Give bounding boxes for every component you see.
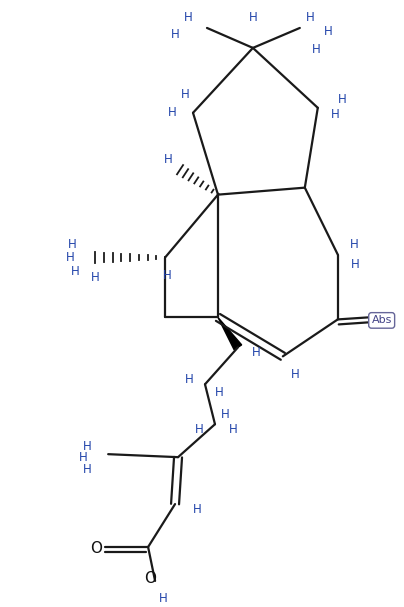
Text: H: H — [323, 25, 332, 38]
Text: H: H — [221, 408, 229, 421]
Text: H: H — [168, 106, 177, 120]
Text: H: H — [351, 258, 360, 271]
Text: H: H — [184, 12, 192, 24]
Text: H: H — [193, 503, 201, 515]
Text: H: H — [71, 265, 80, 278]
Text: H: H — [339, 93, 347, 106]
Text: Abs: Abs — [372, 316, 392, 325]
Text: H: H — [68, 238, 77, 251]
Text: H: H — [248, 12, 257, 24]
Text: H: H — [170, 29, 179, 41]
Text: H: H — [252, 346, 260, 359]
Text: H: H — [330, 108, 339, 121]
Text: H: H — [159, 592, 167, 605]
Text: H: H — [163, 269, 171, 282]
Text: O: O — [144, 571, 156, 586]
Text: H: H — [290, 368, 299, 381]
Text: H: H — [215, 386, 223, 399]
Text: H: H — [311, 44, 320, 56]
Text: H: H — [195, 422, 203, 436]
Text: H: H — [181, 89, 189, 101]
Text: H: H — [91, 271, 99, 284]
Text: H: H — [83, 463, 92, 476]
Text: H: H — [164, 153, 173, 166]
Text: H: H — [66, 251, 75, 264]
Text: H: H — [229, 422, 237, 436]
Text: H: H — [79, 450, 88, 464]
Text: O: O — [90, 541, 102, 557]
Text: H: H — [350, 238, 359, 251]
Text: H: H — [305, 12, 314, 24]
Polygon shape — [218, 317, 242, 350]
Text: H: H — [185, 373, 194, 386]
Text: H: H — [83, 439, 92, 453]
